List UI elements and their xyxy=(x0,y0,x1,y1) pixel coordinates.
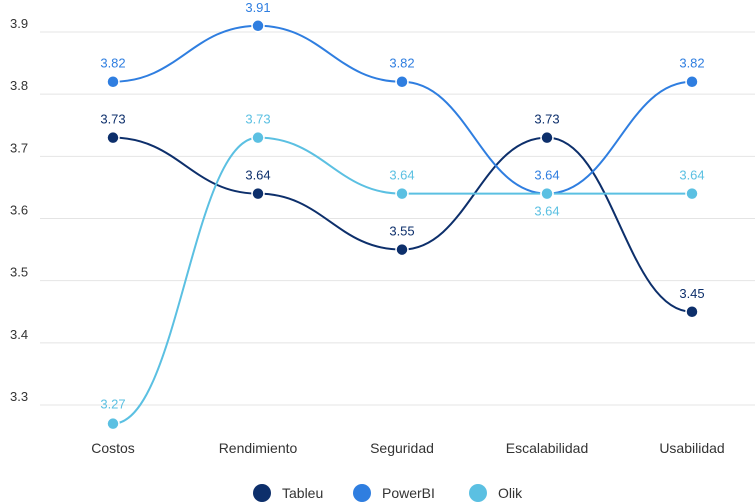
data-label-olik: 3.64 xyxy=(679,168,704,183)
series-line-tableu xyxy=(112,136,693,313)
data-label-tableu: 3.73 xyxy=(534,112,559,127)
data-label-powerbi: 3.91 xyxy=(245,0,270,15)
data-label-olik: 3.73 xyxy=(245,112,270,127)
data-label-tableu: 3.45 xyxy=(679,286,704,301)
data-point-tableu[interactable] xyxy=(685,305,699,319)
x-tick-label: Seguridad xyxy=(370,440,434,456)
y-axis: 3.3 3.4 3.5 3.6 3.7 3.8 3.9 xyxy=(10,16,28,404)
data-point-olik[interactable] xyxy=(106,416,120,431)
data-point-olik[interactable] xyxy=(540,186,554,201)
data-label-olik: 3.64 xyxy=(389,168,414,183)
data-label-powerbi: 3.82 xyxy=(100,56,125,71)
data-point-powerbi[interactable] xyxy=(251,19,265,33)
y-tick-label: 3.4 xyxy=(10,327,28,342)
series-lines xyxy=(112,24,693,425)
data-label-powerbi: 3.82 xyxy=(679,56,704,71)
data-label-powerbi: 3.64 xyxy=(534,168,559,183)
data-point-powerbi[interactable] xyxy=(106,74,120,89)
legend-marker-olik xyxy=(469,484,487,502)
x-tick-label: Costos xyxy=(91,440,135,456)
data-point-tableu[interactable] xyxy=(251,186,265,201)
legend-label-olik[interactable]: Olik xyxy=(498,485,523,501)
data-label-tableu: 3.64 xyxy=(245,168,270,183)
data-point-tableu[interactable] xyxy=(540,130,554,145)
x-tick-label: Escalabilidad xyxy=(506,440,589,456)
legend-marker-powerbi xyxy=(353,484,371,502)
series-line-olik xyxy=(112,136,692,425)
data-label-olik: 3.27 xyxy=(100,397,125,412)
data-point-tableu[interactable] xyxy=(395,242,409,257)
data-labels: 3.73 3.64 3.55 3.73 3.45 3.82 3.91 3.82 3.64 3.82… xyxy=(100,0,704,412)
y-tick-label: 3.5 xyxy=(10,265,28,280)
y-tick-label: 3.8 xyxy=(10,78,28,93)
series-line-powerbi xyxy=(112,24,693,195)
data-point-powerbi[interactable] xyxy=(685,74,699,89)
data-point-olik[interactable] xyxy=(251,130,265,145)
x-axis: Costos Rendimiento Seguridad Escalabilidad U… xyxy=(91,440,724,456)
data-label-powerbi: 3.82 xyxy=(389,56,414,71)
data-point-olik[interactable] xyxy=(685,186,699,201)
data-label-tableu: 3.73 xyxy=(100,112,125,127)
data-point-olik[interactable] xyxy=(395,186,409,201)
data-label-olik: 3.64 xyxy=(534,204,559,219)
legend-marker-tableu xyxy=(253,484,271,502)
legend: Tableu PowerBI Olik xyxy=(253,484,523,502)
series-points xyxy=(106,19,699,431)
y-tick-label: 3.3 xyxy=(10,389,28,404)
y-tick-label: 3.7 xyxy=(10,140,28,155)
x-tick-label: Rendimiento xyxy=(219,440,298,456)
data-label-tableu: 3.55 xyxy=(389,224,414,239)
y-tick-label: 3.6 xyxy=(10,203,28,218)
y-tick-label: 3.9 xyxy=(10,16,28,31)
data-point-tableu[interactable] xyxy=(106,130,120,145)
data-point-powerbi[interactable] xyxy=(395,74,409,89)
legend-label-tableu[interactable]: Tableu xyxy=(282,485,323,501)
x-tick-label: Usabilidad xyxy=(659,440,724,456)
grid-lines xyxy=(40,31,755,406)
legend-label-powerbi[interactable]: PowerBI xyxy=(382,485,435,501)
